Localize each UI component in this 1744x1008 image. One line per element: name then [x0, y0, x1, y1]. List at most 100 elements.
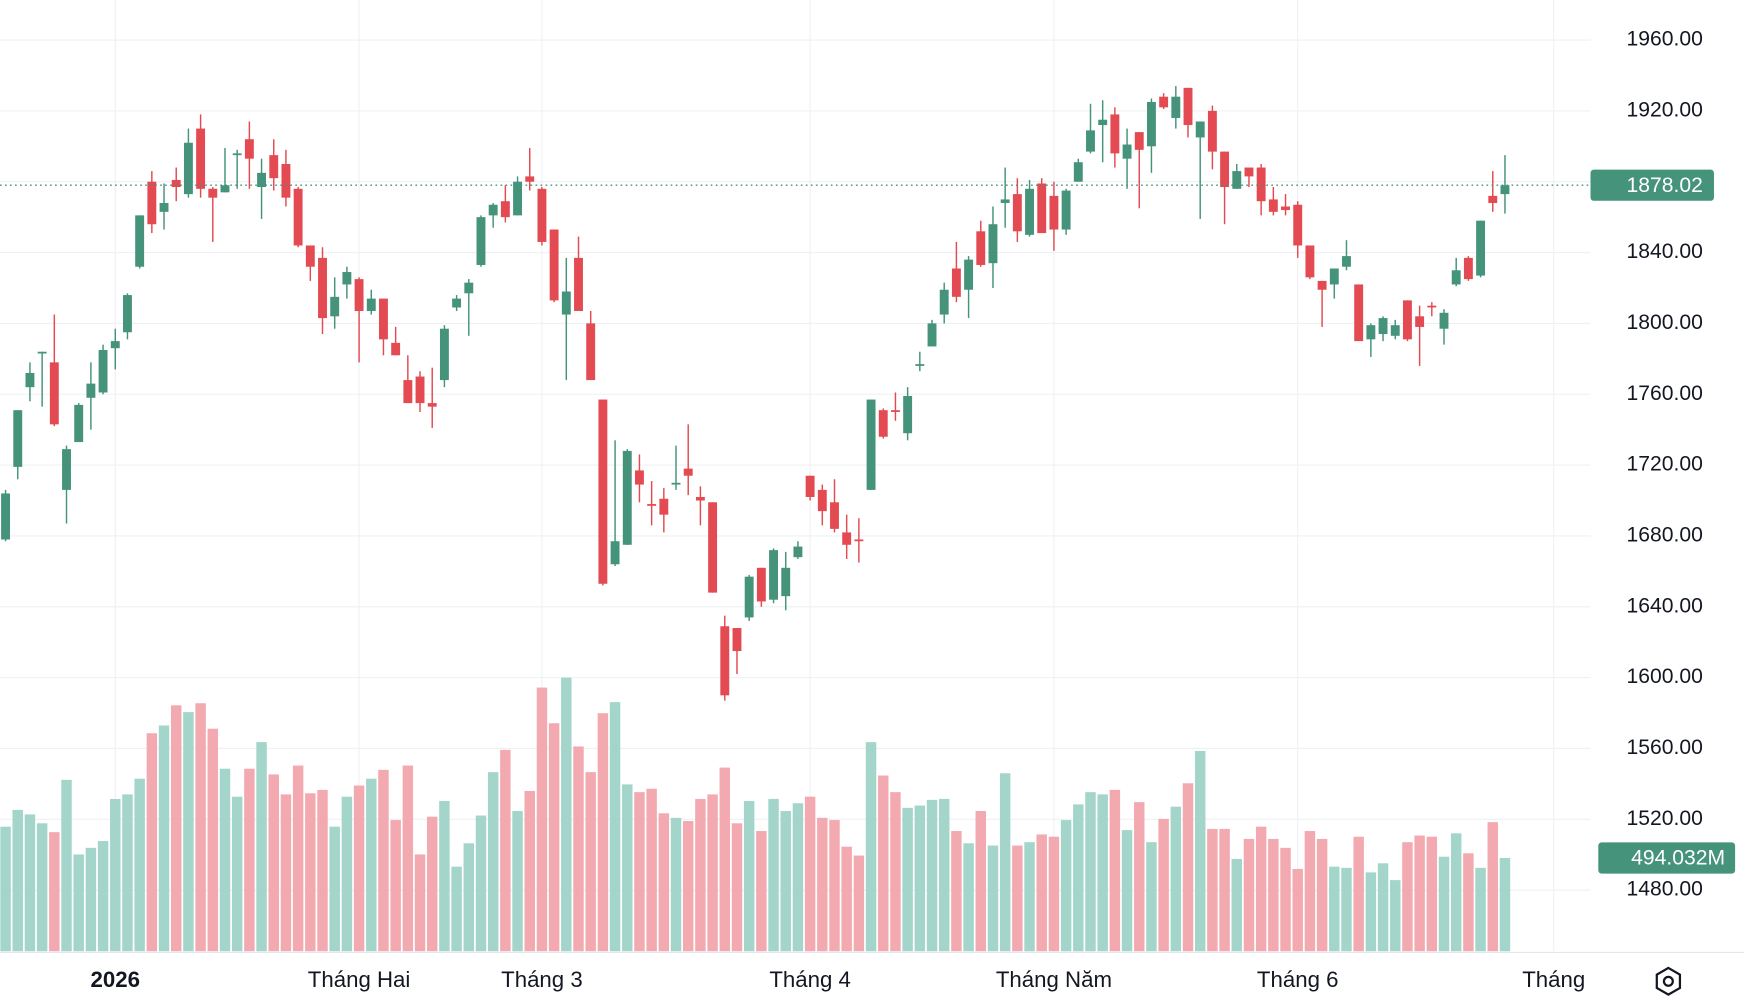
- candle-body: [1232, 171, 1242, 189]
- candle-body: [1086, 130, 1095, 152]
- volume-bar: [731, 823, 743, 952]
- volume-bar: [1109, 789, 1121, 952]
- settings-icon[interactable]: [1655, 966, 1682, 996]
- y-tick-label: 1920.00: [1626, 98, 1702, 121]
- candle-body: [951, 268, 961, 297]
- volume-bar: [561, 677, 572, 952]
- y-tick-label: 1720.00: [1626, 453, 1702, 476]
- volume-bar: [1073, 804, 1084, 952]
- candle-body: [1476, 220, 1486, 276]
- volume-bar: [1170, 806, 1182, 952]
- volume-bar: [1450, 833, 1462, 952]
- candle-body: [110, 341, 120, 349]
- volume-bar: [975, 811, 987, 952]
- candle-body: [354, 279, 364, 312]
- candle-body: [1, 493, 11, 540]
- candle-body: [1146, 102, 1156, 147]
- volume-bar: [366, 778, 377, 952]
- y-tick-label: 1600.00: [1626, 665, 1702, 688]
- candles: [1, 86, 1510, 701]
- x-tick-label: Tháng Năm: [996, 967, 1112, 992]
- volume-bar: [890, 792, 901, 952]
- candle-body: [1402, 300, 1412, 340]
- candle-body: [598, 399, 608, 584]
- y-tick-label: 1800.00: [1626, 311, 1702, 334]
- volume-bar: [1207, 828, 1218, 952]
- candle-body: [720, 626, 730, 696]
- candle-body: [1488, 195, 1498, 203]
- volume-bar: [183, 712, 194, 952]
- last-price-label: 1878.02: [1626, 174, 1702, 197]
- candle-body: [635, 470, 644, 485]
- volume-bar: [926, 799, 938, 952]
- candle-body: [695, 496, 705, 501]
- volume-bar: [987, 845, 999, 952]
- candle-body: [86, 383, 96, 398]
- volume-bar: [487, 772, 499, 952]
- candle-body: [1122, 144, 1132, 159]
- candle-body: [744, 576, 754, 618]
- volume-bar: [999, 773, 1011, 952]
- volume-bar: [1377, 863, 1389, 952]
- candle-body: [1159, 96, 1169, 108]
- candle-body: [159, 202, 169, 212]
- volume-bar: [329, 826, 340, 952]
- volume-bar: [207, 728, 219, 952]
- candle-body: [171, 179, 181, 188]
- x-tick-label: Tháng 4: [769, 967, 851, 992]
- volume-bar: [317, 789, 328, 952]
- volume-bar: [146, 733, 158, 952]
- volume-bar: [0, 826, 11, 952]
- candle-body: [659, 498, 669, 515]
- volume-bar: [219, 768, 231, 952]
- volume-bar: [707, 794, 718, 952]
- volume-bar: [353, 785, 365, 952]
- volume-bar: [573, 746, 584, 952]
- candle-body: [903, 396, 913, 434]
- volume-bar: [963, 843, 974, 952]
- volume-bar: [634, 792, 645, 952]
- candle-body: [196, 128, 206, 189]
- volume-bar: [268, 774, 279, 952]
- volume-bar: [49, 832, 60, 952]
- candle-body: [305, 245, 315, 267]
- volume-bar: [12, 809, 23, 952]
- candle-body: [183, 142, 193, 195]
- volume-bar: [24, 814, 36, 952]
- overlay: 1480.00 1520.00 1560.00 1600.00 1640.00 1680.…: [0, 28, 1736, 992]
- candle-body: [1390, 325, 1400, 336]
- candle-body: [1207, 110, 1217, 152]
- candle-body: [257, 172, 267, 188]
- candle-body: [586, 323, 596, 381]
- candle-body: [476, 217, 486, 265]
- volume-bar: [1268, 838, 1279, 952]
- candle-body: [549, 229, 559, 301]
- volume-bar: [1402, 842, 1413, 952]
- candle-body: [293, 188, 303, 246]
- candle-body: [488, 204, 498, 216]
- candle-body: [123, 295, 132, 333]
- candle-body: [817, 489, 827, 512]
- candle-body: [732, 628, 742, 652]
- candle-body: [805, 475, 815, 497]
- candle-body: [464, 282, 474, 294]
- candle-body: [500, 201, 510, 218]
- volume-bar: [1182, 783, 1194, 952]
- volume-bar: [451, 866, 462, 952]
- x-tick-label: Tháng: [1522, 967, 1585, 992]
- candle-body: [878, 410, 888, 437]
- volume-bar: [524, 791, 535, 952]
- volume-bar: [122, 794, 133, 952]
- candle-body: [1378, 318, 1388, 335]
- volume-bar: [548, 723, 560, 952]
- volume-bar: [414, 854, 426, 952]
- volume-bar: [1438, 856, 1450, 952]
- volume-bar: [170, 705, 182, 952]
- candle-body: [1354, 284, 1364, 342]
- volume-label: 494.032M: [1631, 847, 1725, 870]
- candle-body: [1134, 132, 1144, 150]
- candle-body: [330, 296, 340, 317]
- candle-body: [561, 291, 571, 315]
